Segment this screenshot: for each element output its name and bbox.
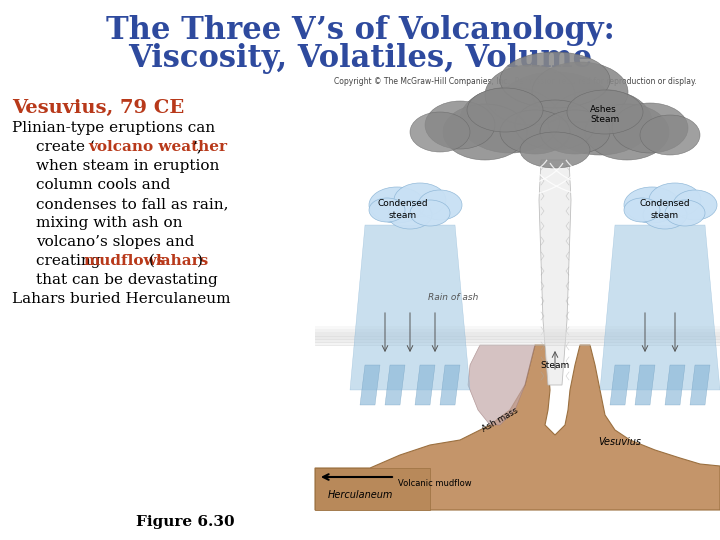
- Text: mixing with ash on: mixing with ash on: [36, 216, 182, 230]
- Ellipse shape: [394, 183, 446, 217]
- Text: lahars: lahars: [155, 254, 208, 268]
- Text: steam: steam: [389, 211, 417, 219]
- Text: Condensed: Condensed: [639, 199, 690, 208]
- Text: create ‘: create ‘: [36, 140, 95, 154]
- Text: volcano weather: volcano weather: [88, 140, 227, 154]
- Text: The Three V’s of Volcanology:: The Three V’s of Volcanology:: [106, 15, 614, 45]
- Polygon shape: [690, 365, 710, 405]
- Text: Plinian-type eruptions can: Plinian-type eruptions can: [12, 121, 215, 135]
- Text: that can be devastating: that can be devastating: [36, 273, 217, 287]
- Ellipse shape: [567, 90, 643, 134]
- Text: mudflows: mudflows: [84, 254, 166, 268]
- Text: ): ): [197, 254, 203, 268]
- Polygon shape: [315, 345, 720, 510]
- Ellipse shape: [495, 72, 615, 148]
- Polygon shape: [600, 225, 720, 390]
- Ellipse shape: [643, 201, 687, 229]
- Ellipse shape: [425, 101, 495, 149]
- Ellipse shape: [410, 112, 470, 152]
- Ellipse shape: [485, 65, 575, 125]
- Ellipse shape: [500, 52, 610, 108]
- Ellipse shape: [640, 115, 700, 155]
- Polygon shape: [665, 365, 685, 405]
- Polygon shape: [539, 160, 571, 385]
- Ellipse shape: [418, 190, 462, 220]
- Polygon shape: [315, 329, 720, 342]
- Polygon shape: [315, 326, 720, 339]
- Text: Figure 6.30: Figure 6.30: [135, 515, 234, 529]
- Text: condenses to fall as rain,: condenses to fall as rain,: [36, 197, 228, 211]
- Ellipse shape: [585, 104, 669, 160]
- Polygon shape: [360, 365, 380, 405]
- Text: volcano’s slopes and: volcano’s slopes and: [36, 235, 194, 249]
- Polygon shape: [440, 365, 460, 405]
- Ellipse shape: [388, 201, 432, 229]
- Text: Copyright © The McGraw-Hill Companies, Inc.  Permission required for reproductio: Copyright © The McGraw-Hill Companies, I…: [333, 78, 696, 86]
- Text: ’,: ’,: [193, 140, 203, 154]
- Ellipse shape: [467, 88, 543, 132]
- Ellipse shape: [673, 190, 717, 220]
- Ellipse shape: [520, 132, 590, 168]
- Ellipse shape: [540, 110, 610, 154]
- Text: Steam: Steam: [541, 361, 570, 369]
- Text: Steam: Steam: [590, 116, 619, 125]
- Text: steam: steam: [651, 211, 679, 219]
- Ellipse shape: [612, 103, 688, 153]
- Text: Vesuvius: Vesuvius: [598, 437, 642, 447]
- Text: column cools and: column cools and: [36, 178, 171, 192]
- Text: (: (: [144, 254, 155, 268]
- Text: Ashes: Ashes: [590, 105, 617, 114]
- Ellipse shape: [369, 198, 405, 222]
- Polygon shape: [610, 365, 630, 405]
- Polygon shape: [385, 365, 405, 405]
- Ellipse shape: [624, 198, 660, 222]
- Text: Vesuvius, 79 CE: Vesuvius, 79 CE: [12, 99, 184, 117]
- Polygon shape: [635, 365, 655, 405]
- Text: when steam in eruption: when steam in eruption: [36, 159, 220, 173]
- Ellipse shape: [624, 187, 680, 223]
- Polygon shape: [415, 365, 435, 405]
- Text: Rain of ash: Rain of ash: [428, 294, 478, 302]
- Text: creating: creating: [36, 254, 105, 268]
- Text: Volcanic mudflow: Volcanic mudflow: [398, 478, 472, 488]
- Ellipse shape: [649, 183, 701, 217]
- Text: Herculaneum: Herculaneum: [328, 490, 392, 500]
- Text: Condensed: Condensed: [378, 199, 428, 208]
- Text: Ash mass: Ash mass: [480, 406, 520, 434]
- Ellipse shape: [460, 87, 560, 153]
- Ellipse shape: [548, 89, 652, 155]
- Polygon shape: [315, 468, 430, 510]
- Ellipse shape: [500, 110, 570, 154]
- Polygon shape: [350, 225, 470, 390]
- Text: Lahars buried Herculaneum: Lahars buried Herculaneum: [12, 292, 230, 306]
- Ellipse shape: [410, 200, 450, 226]
- Ellipse shape: [532, 62, 628, 122]
- Ellipse shape: [665, 200, 705, 226]
- Ellipse shape: [443, 104, 527, 160]
- Ellipse shape: [515, 100, 595, 150]
- Polygon shape: [468, 345, 535, 425]
- Ellipse shape: [369, 187, 425, 223]
- Polygon shape: [315, 332, 720, 345]
- Text: Viscosity, Volatiles, Volume: Viscosity, Volatiles, Volume: [128, 43, 592, 73]
